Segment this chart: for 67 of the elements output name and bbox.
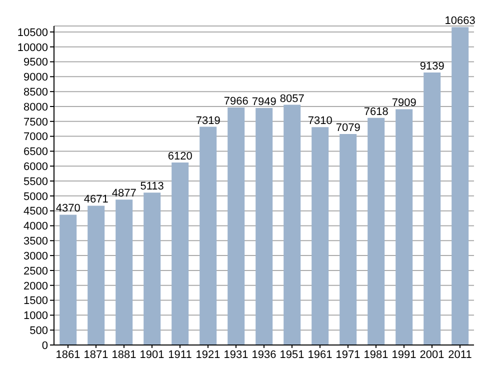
x-tick-label: 1961 [308, 348, 332, 361]
y-tick-label: 10500 [17, 26, 48, 39]
y-tick-label: 9500 [24, 56, 48, 69]
y-tick-label: 6000 [24, 161, 48, 174]
x-tick-label: 1931 [224, 348, 248, 361]
y-tick-label: 0 [42, 340, 48, 352]
y-tick-label: 8000 [24, 101, 48, 114]
bar [452, 27, 469, 345]
x-tick-label: 1881 [112, 348, 136, 361]
y-tick-label: 500 [30, 325, 48, 337]
y-tick-label: 5000 [24, 190, 48, 203]
bar [200, 126, 217, 345]
bar [340, 134, 357, 345]
data-label: 7310 [308, 115, 332, 128]
data-label: 7966 [224, 96, 248, 108]
x-tick-label: 1936 [252, 348, 276, 361]
x-tick-label: 1991 [392, 348, 416, 361]
y-tick-label: 4500 [24, 206, 48, 218]
x-tick-label: 1871 [84, 348, 108, 361]
data-label: 7319 [196, 114, 220, 127]
bar [312, 127, 329, 345]
y-tick-label: 4000 [24, 220, 48, 233]
bar [368, 118, 385, 345]
y-tick-label: 6500 [24, 146, 48, 158]
x-tick-label: 1861 [56, 348, 80, 361]
data-label: 4877 [112, 188, 136, 200]
bar [396, 109, 413, 345]
data-label: 7618 [364, 106, 388, 118]
x-tick-label: 2011 [448, 348, 472, 361]
x-tick-label: 1971 [336, 348, 360, 361]
x-tick-label: 1911 [168, 348, 192, 361]
x-tick-label: 1901 [140, 348, 164, 361]
x-tick-label: 1951 [280, 348, 304, 361]
data-label: 8057 [280, 92, 304, 105]
x-tick-label: 1981 [364, 348, 388, 361]
data-label: 10663 [444, 15, 476, 28]
y-tick-label: 2500 [24, 265, 48, 278]
data-label: 6120 [168, 150, 192, 163]
y-tick-label: 2000 [24, 280, 48, 292]
bar [88, 206, 105, 345]
y-tick-label: 10000 [17, 42, 48, 54]
data-label: 7079 [336, 122, 360, 134]
y-tick-label: 1000 [24, 310, 48, 322]
y-tick-label: 3000 [24, 250, 48, 262]
bar [424, 72, 441, 345]
y-tick-label: 8500 [24, 86, 48, 98]
bar [116, 200, 133, 345]
y-tick-label: 3500 [24, 236, 48, 248]
y-tick-label: 7000 [24, 131, 48, 144]
bar [284, 104, 301, 345]
y-tick-label: 7500 [24, 116, 48, 128]
data-label: 4671 [84, 194, 108, 206]
data-label: 7949 [252, 96, 276, 108]
x-tick-label: 2001 [420, 348, 444, 361]
bar [60, 214, 77, 345]
y-tick-label: 5500 [24, 176, 48, 188]
y-tick-label: 9000 [24, 72, 48, 84]
data-label: 4370 [56, 202, 80, 215]
y-tick-label: 1500 [24, 295, 48, 308]
data-label: 7909 [392, 97, 416, 110]
data-label: 9139 [420, 60, 444, 73]
x-tick-label: 1921 [196, 348, 220, 361]
bar [256, 108, 273, 345]
data-label: 5113 [140, 180, 164, 193]
bar [172, 162, 189, 345]
bar [144, 192, 161, 345]
bar [228, 108, 245, 345]
